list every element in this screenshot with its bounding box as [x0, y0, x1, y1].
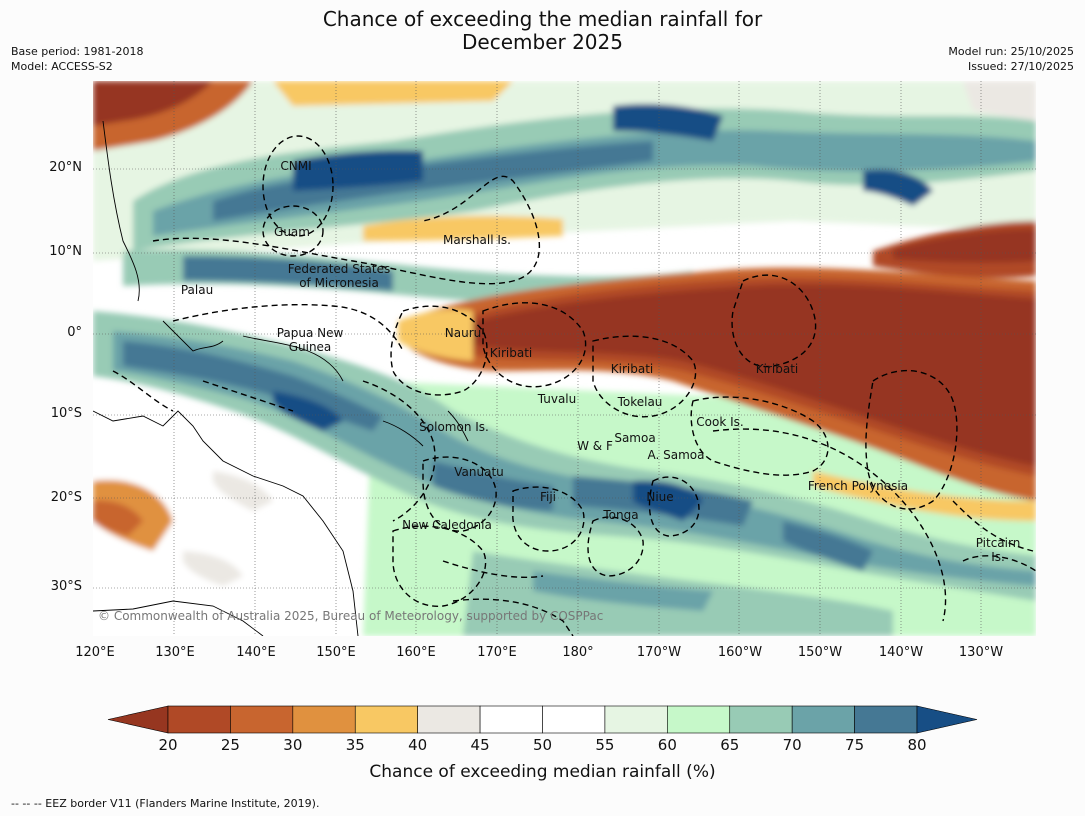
lon-label-160w: 160°W [717, 645, 763, 660]
issued-date: Issued: 27/10/2025 [967, 60, 1074, 73]
label-fsm: Federated States of Micronesia [288, 262, 390, 290]
copyright-notice: © Commonwealth of Australia 2025, Bureau… [98, 609, 604, 623]
label-solomon: Solomon Is. [419, 420, 489, 434]
label-kiribati-1: Kiribati [489, 346, 533, 360]
colorbar-bin [667, 705, 731, 734]
lon-label-130e: 130°E [155, 645, 195, 660]
base-period: Base period: 1981-2018 [11, 45, 144, 58]
lon-label-180: 180° [562, 645, 594, 660]
colorbar-label: Chance of exceeding median rainfall (%) [369, 762, 716, 782]
label-kiribati-2: Kiribati [610, 362, 654, 376]
colorbar-bin [604, 705, 668, 734]
colorbar-tick-label: 40 [408, 736, 428, 754]
label-fsm-line1: Federated States [287, 262, 391, 276]
lat-label-30s: 30°S [50, 579, 82, 594]
colorbar-bin [791, 705, 855, 734]
rainfall-field [93, 81, 1036, 636]
lat-label-10n: 10°N [49, 244, 82, 259]
label-cnmi: CNMI [280, 159, 312, 173]
label-new-caledonia: New Caledonia [402, 518, 492, 532]
colorbar-under-arrow [107, 705, 169, 734]
label-wf: W & F [577, 439, 613, 453]
lat-label-20s: 20°S [50, 490, 82, 505]
label-png-line2: Guinea [288, 340, 332, 354]
meta-left: Base period: 1981-2018 Model: ACCESS-S2 [11, 44, 143, 74]
lon-label-170w: 170°W [636, 645, 682, 660]
colorbar-tick-label: 30 [283, 736, 303, 754]
lon-label-160e: 160°E [396, 645, 436, 660]
colorbar-tick-label: 50 [532, 736, 553, 754]
rainfall-map [93, 81, 1036, 636]
label-niue: Niue [646, 490, 674, 504]
colorbar-tick-label: 60 [657, 736, 677, 754]
label-vanuatu: Vanuatu [454, 465, 504, 479]
label-marshall: Marshall Is. [443, 233, 511, 247]
colorbar-over-arrow [916, 705, 978, 734]
label-cook: Cook Is. [696, 415, 744, 429]
colorbar-tick-label: 70 [782, 736, 802, 754]
title-line-1: Chance of exceeding the median rainfall … [322, 7, 763, 31]
label-samoa: Samoa [614, 431, 656, 445]
label-nauru: Nauru [444, 326, 482, 340]
meta-right: Model run: 25/10/2025 Issued: 27/10/2025 [948, 44, 1074, 74]
label-pitcairn-line1: Pitcairn [975, 536, 1021, 550]
model-name: Model: ACCESS-S2 [11, 60, 113, 73]
lon-label-170e: 170°E [477, 645, 517, 660]
lon-label-130w: 130°W [958, 645, 1004, 660]
label-tonga: Tonga [603, 508, 639, 522]
label-french-polynesia: French Polynesia [807, 479, 909, 493]
label-kiribati-3: Kiribati [755, 362, 799, 376]
colorbar-bin [542, 705, 606, 734]
model-run: Model run: 25/10/2025 [948, 45, 1074, 58]
label-tuvalu: Tuvalu [537, 392, 577, 406]
label-american-samoa: A. Samoa [647, 448, 705, 462]
lat-label-10s: 10°S [50, 406, 82, 421]
eez-borders [112, 135, 1036, 636]
colorbar-bin [354, 705, 418, 734]
lat-label-0: 0° [67, 325, 82, 340]
label-fsm-line2: of Micronesia [299, 276, 379, 290]
colorbar-tick-label: 55 [595, 736, 615, 754]
lon-label-150w: 150°W [797, 645, 843, 660]
colorbar-bin [230, 705, 294, 734]
label-png: Papua New Guinea [277, 326, 344, 354]
colorbar-bin [479, 705, 543, 734]
colorbar-tick-label: 35 [345, 736, 365, 754]
label-palau: Palau [180, 283, 214, 297]
label-pitcairn-line2: Is. [991, 550, 1005, 564]
colorbar-tick-label: 45 [470, 736, 490, 754]
label-png-line1: Papua New [276, 326, 344, 340]
lon-label-120e: 120°E [75, 645, 115, 660]
colorbar [107, 705, 978, 734]
colorbar-bin [292, 705, 356, 734]
label-fiji: Fiji [539, 490, 557, 504]
colorbar-bin [417, 705, 481, 734]
lon-label-140e: 140°E [236, 645, 276, 660]
colorbar-tick-label: 80 [907, 736, 927, 754]
colorbar-bin [729, 705, 793, 734]
lat-label-20n: 20°N [49, 160, 82, 175]
eez-footnote: -- -- -- EEZ border V11 (Flanders Marine… [11, 797, 320, 810]
label-guam: Guam [274, 225, 310, 239]
colorbar-tick-label: 20 [158, 736, 178, 754]
coastlines [93, 120, 469, 636]
colorbar-bin [167, 705, 231, 734]
map-svg [93, 81, 1036, 636]
colorbar-bin [854, 705, 918, 734]
label-pitcairn: Pitcairn Is. [976, 536, 1021, 564]
colorbar-tick-label: 65 [720, 736, 740, 754]
lon-label-140w: 140°W [878, 645, 924, 660]
graticule [93, 81, 1036, 636]
colorbar-tick-label: 75 [845, 736, 865, 754]
chart-title: Chance of exceeding the median rainfall … [0, 8, 1085, 54]
lon-label-150e: 150°E [316, 645, 356, 660]
label-tokelau: Tokelau [617, 395, 663, 409]
colorbar-tick-label: 25 [220, 736, 240, 754]
title-line-2: December 2025 [462, 30, 623, 54]
